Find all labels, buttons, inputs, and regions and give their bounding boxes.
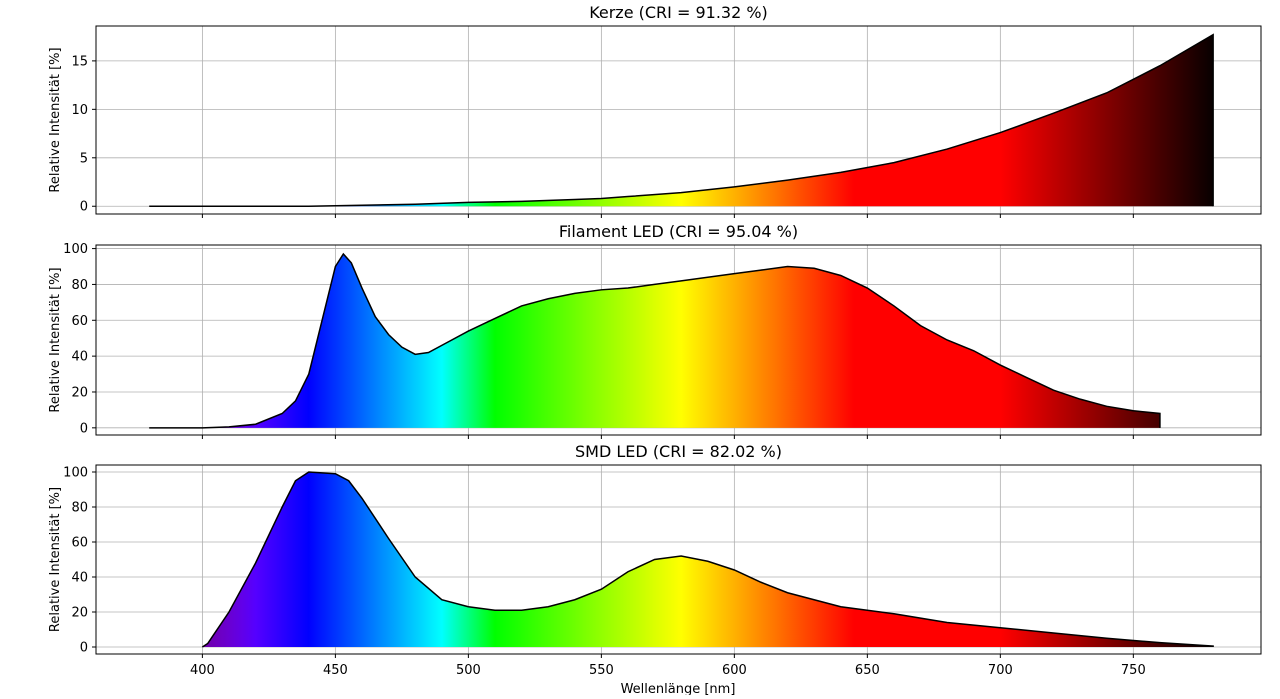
spectrum-line: [149, 33, 1214, 207]
spectrum-area: [149, 34, 1214, 207]
y-axis-label: Relative Intensität [%]: [48, 487, 63, 632]
spectrum-panel-1: 0 5 10 15 Kerze (CRI = 91.32 %) Relative Inte…: [48, 3, 1262, 218]
panel-title: Kerze (CRI = 91.32 %): [589, 3, 768, 22]
spectrum-area: [149, 253, 1160, 428]
y-tick-label: 60: [71, 536, 88, 551]
x-tick-label: 550: [589, 663, 614, 678]
y-tick-label: 40: [71, 350, 88, 365]
y-tick-label: 40: [71, 571, 88, 586]
panel-title: SMD LED (CRI = 82.02 %): [575, 442, 782, 461]
x-tick-label: 500: [456, 663, 481, 678]
y-tick-label: 0: [80, 641, 88, 656]
y-tick-label: 10: [71, 103, 88, 118]
x-tick-label: 450: [323, 663, 348, 678]
y-tick-label: 80: [71, 501, 88, 516]
x-tick-label: 600: [722, 663, 747, 678]
x-axis-label: Wellenlänge [nm]: [621, 682, 736, 695]
spectrum-panel-3: 0 20 40 60 80 100 400 450 500 550 600 650 700 750 SMD …: [48, 442, 1262, 678]
y-tick-label: 20: [71, 606, 88, 621]
spectrum-line: [149, 252, 1161, 429]
spectrum-line: [201, 471, 1214, 648]
y-tick-label: 15: [71, 54, 88, 69]
plot-frame: [95, 464, 1262, 655]
y-axis-label: Relative Intensität [%]: [48, 47, 63, 192]
x-tick-label: 700: [988, 663, 1013, 678]
y-tick-label: 20: [71, 385, 88, 400]
spectrum-area: [202, 472, 1214, 647]
y-tick-label: 5: [80, 151, 88, 166]
plot-frame: [95, 25, 1262, 215]
x-tick-label: 650: [855, 663, 880, 678]
plot-frame: [95, 244, 1262, 436]
y-tick-label: 0: [80, 421, 88, 436]
panel-title: Filament LED (CRI = 95.04 %): [559, 222, 798, 241]
y-tick-label: 0: [80, 200, 88, 215]
x-tick-label: 400: [190, 663, 215, 678]
y-tick-label: 100: [63, 242, 88, 257]
y-tick-label: 60: [71, 314, 88, 329]
y-tick-label: 80: [71, 278, 88, 293]
y-tick-label: 100: [63, 466, 88, 481]
x-tick-label: 750: [1121, 663, 1146, 678]
spectrum-panel-2: 0 20 40 60 80 100 Filament LED (CRI = 95.04 %)…: [48, 222, 1262, 439]
y-axis-label: Relative Intensität [%]: [48, 267, 63, 412]
